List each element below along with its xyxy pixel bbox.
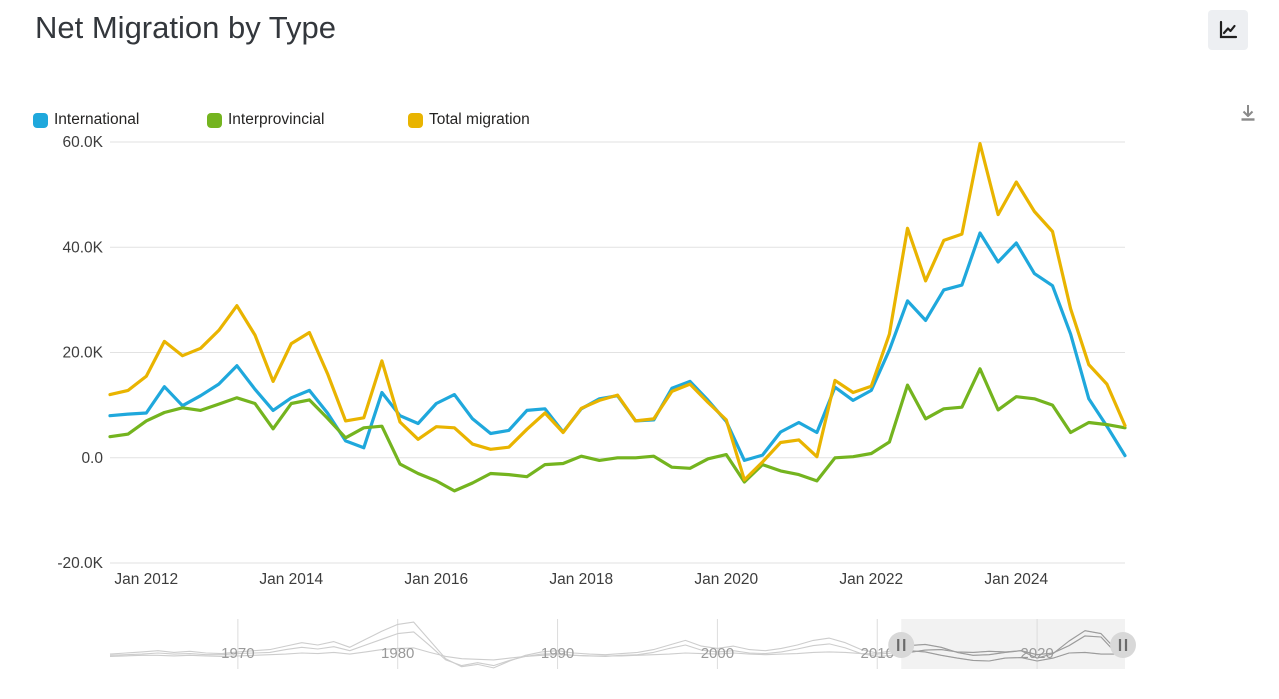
legend-swatch-interprovincial [207, 112, 222, 128]
download-button[interactable] [1236, 101, 1260, 125]
navigator-year-label: 1990 [541, 645, 574, 662]
legend-label: International [54, 111, 140, 128]
x-axis-tick-label: Jan 2014 [259, 571, 323, 588]
legend-swatch-total-migration [408, 112, 423, 128]
legend-item-total-migration[interactable]: Total migration [408, 111, 530, 129]
y-axis-tick-label: -20.0K [57, 555, 103, 572]
zoom-slider-handle-right[interactable] [1110, 632, 1136, 658]
x-axis-tick-label: Jan 2022 [839, 571, 903, 588]
download-icon [1237, 102, 1259, 124]
x-axis-tick-label: Jan 2016 [404, 571, 468, 588]
focus-mode-button[interactable] [1208, 10, 1248, 50]
series-line-international[interactable] [108, 231, 1127, 462]
x-axis-tick-label: Jan 2018 [549, 571, 613, 588]
navigator-year-label: 1970 [221, 645, 254, 662]
navigator-year-label: 2010 [861, 645, 894, 662]
navigator-line-selected [901, 630, 1118, 659]
zoom-slider-handle-left[interactable] [888, 632, 915, 658]
x-axis-tick-label: Jan 2020 [694, 571, 758, 588]
legend-swatch-international [33, 112, 48, 128]
legend-label: Total migration [429, 111, 530, 128]
navigator-line-selected [901, 635, 1118, 656]
y-axis-tick-label: 40.0K [62, 239, 103, 256]
zoom-slider-selected-window[interactable] [901, 619, 1125, 669]
y-axis-tick-label: 60.0K [62, 134, 103, 151]
x-axis-tick-label: Jan 2024 [984, 571, 1048, 588]
navigator-year-label: 2020 [1020, 645, 1053, 662]
legend-item-interprovincial[interactable]: Interprovincial [207, 111, 325, 129]
y-axis-tick-label: 20.0K [62, 345, 103, 362]
navigator-year-label: 1980 [381, 645, 414, 662]
legend-label: Interprovincial [228, 111, 325, 128]
page-title: Net Migration by Type [35, 10, 336, 45]
series-line-interprovincial[interactable] [108, 367, 1127, 493]
y-axis-tick-label: 0.0 [81, 450, 103, 467]
line-chart-icon [1217, 19, 1239, 41]
legend-item-international[interactable]: International [33, 111, 139, 129]
series-line-total-migration[interactable] [108, 142, 1127, 482]
navigator-year-label: 2000 [701, 645, 734, 662]
x-axis-tick-label: Jan 2012 [114, 571, 178, 588]
navigator-line-selected [901, 650, 1117, 662]
